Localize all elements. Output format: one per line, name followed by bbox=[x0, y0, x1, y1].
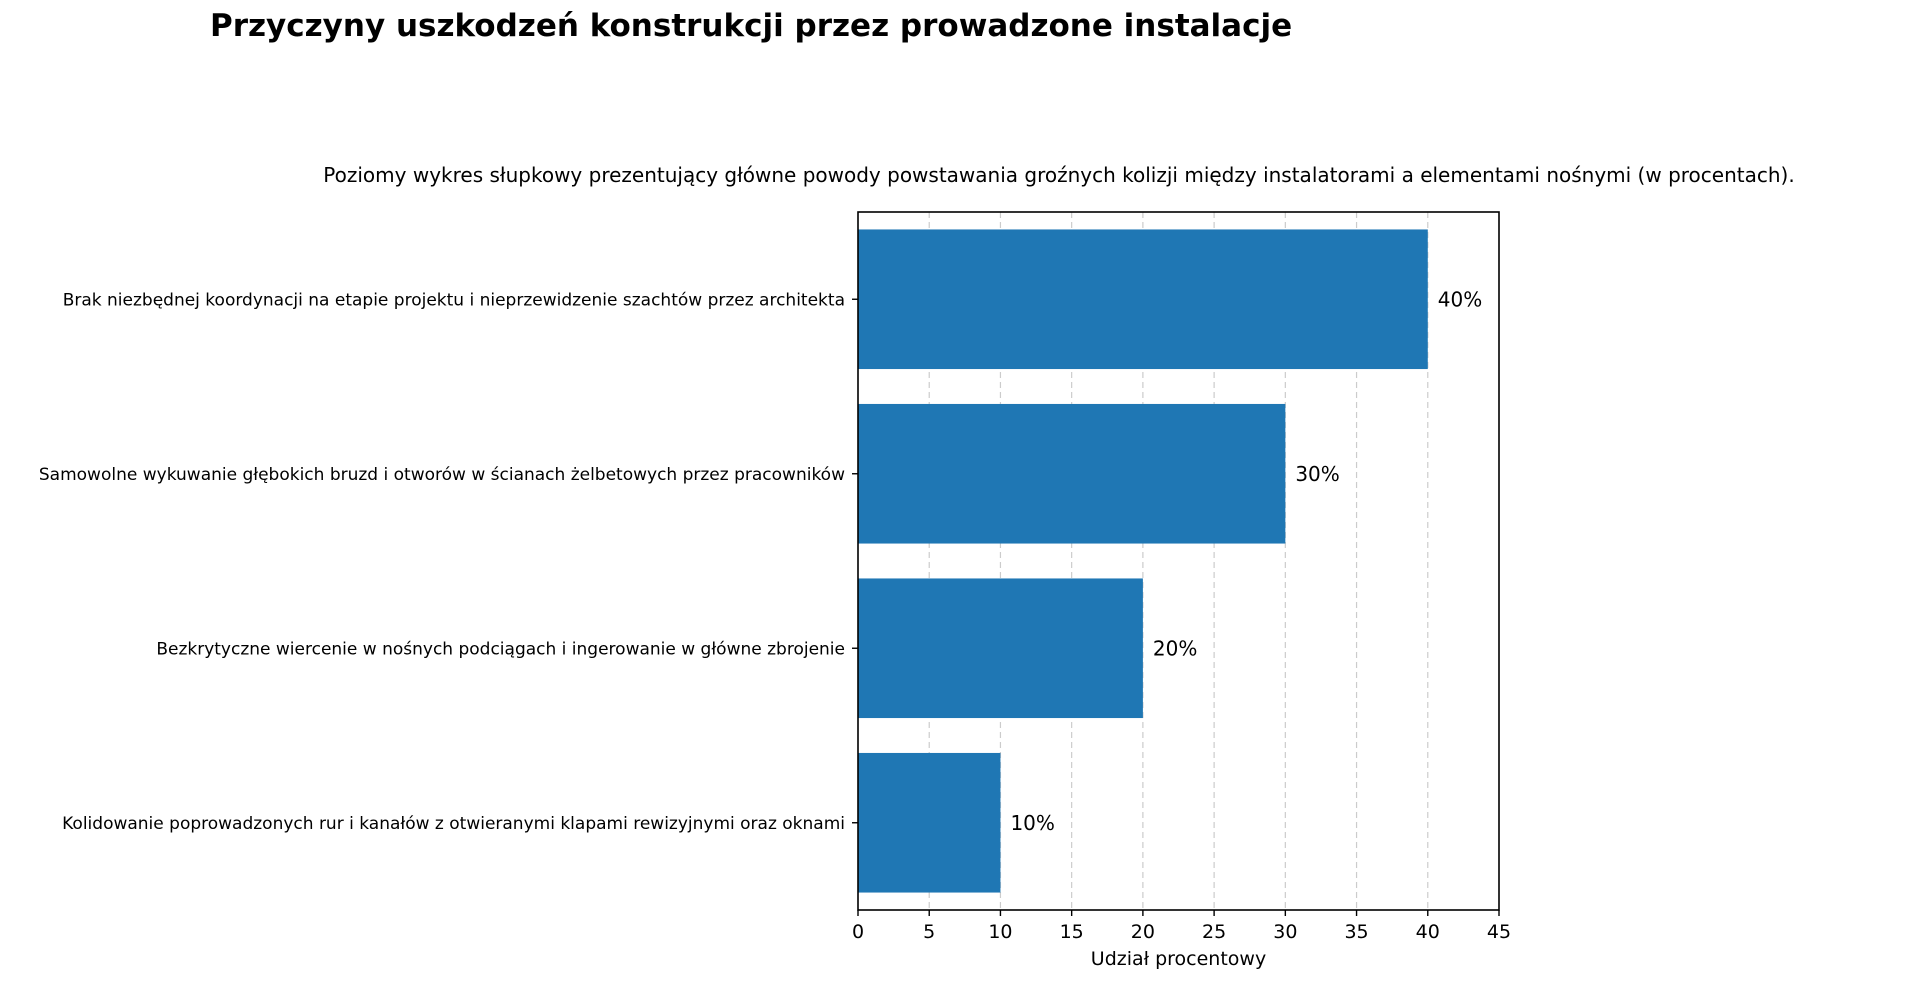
bar-value-label: 20% bbox=[1153, 636, 1197, 660]
x-tick-label: 10 bbox=[988, 921, 1012, 943]
y-category-label: Kolidowanie poprowadzonych rur i kanałów… bbox=[62, 814, 845, 834]
x-tick-label: 40 bbox=[1416, 921, 1440, 943]
plot-area-frame bbox=[857, 211, 1500, 911]
x-tick-label: 45 bbox=[1487, 921, 1511, 943]
y-category-label: Bezkrytyczne wiercenie w nośnych podciąg… bbox=[156, 639, 845, 659]
bars bbox=[858, 229, 1428, 893]
y-axis-category-labels: Brak niezbędnej koordynacji na etapie pr… bbox=[39, 290, 858, 834]
y-category-label: Brak niezbędnej koordynacji na etapie pr… bbox=[63, 290, 845, 310]
bar-value-label: 40% bbox=[1438, 287, 1482, 311]
y-category-label: Samowolne wykuwanie głębokich bruzd i ot… bbox=[39, 465, 845, 485]
bar-value-label: 10% bbox=[1010, 811, 1054, 835]
x-tick-label: 30 bbox=[1273, 921, 1297, 943]
bar-value-label: 30% bbox=[1295, 462, 1339, 486]
x-tick-label: 25 bbox=[1202, 921, 1226, 943]
chart-title: Przyczyny uszkodzeń konstrukcji przez pr… bbox=[210, 8, 1292, 44]
x-axis-ticks: 0 5 10 15 20 25 30 35 40 45 bbox=[852, 910, 1511, 943]
x-tick-label: 35 bbox=[1344, 921, 1368, 943]
x-tick-label: 20 bbox=[1131, 921, 1155, 943]
bar bbox=[858, 578, 1143, 719]
bar bbox=[858, 403, 1286, 544]
data-labels: 40% 30% 20% 10% bbox=[1010, 287, 1482, 835]
x-tick-label: 5 bbox=[923, 921, 935, 943]
x-axis-label: Udział procentowy bbox=[1091, 948, 1266, 970]
x-tick-label: 0 bbox=[852, 921, 864, 943]
x-tick-label: 15 bbox=[1060, 921, 1084, 943]
bar bbox=[858, 229, 1428, 370]
bar bbox=[858, 752, 1001, 893]
chart-subtitle: Poziomy wykres słupkowy prezentujący głó… bbox=[323, 163, 1794, 187]
